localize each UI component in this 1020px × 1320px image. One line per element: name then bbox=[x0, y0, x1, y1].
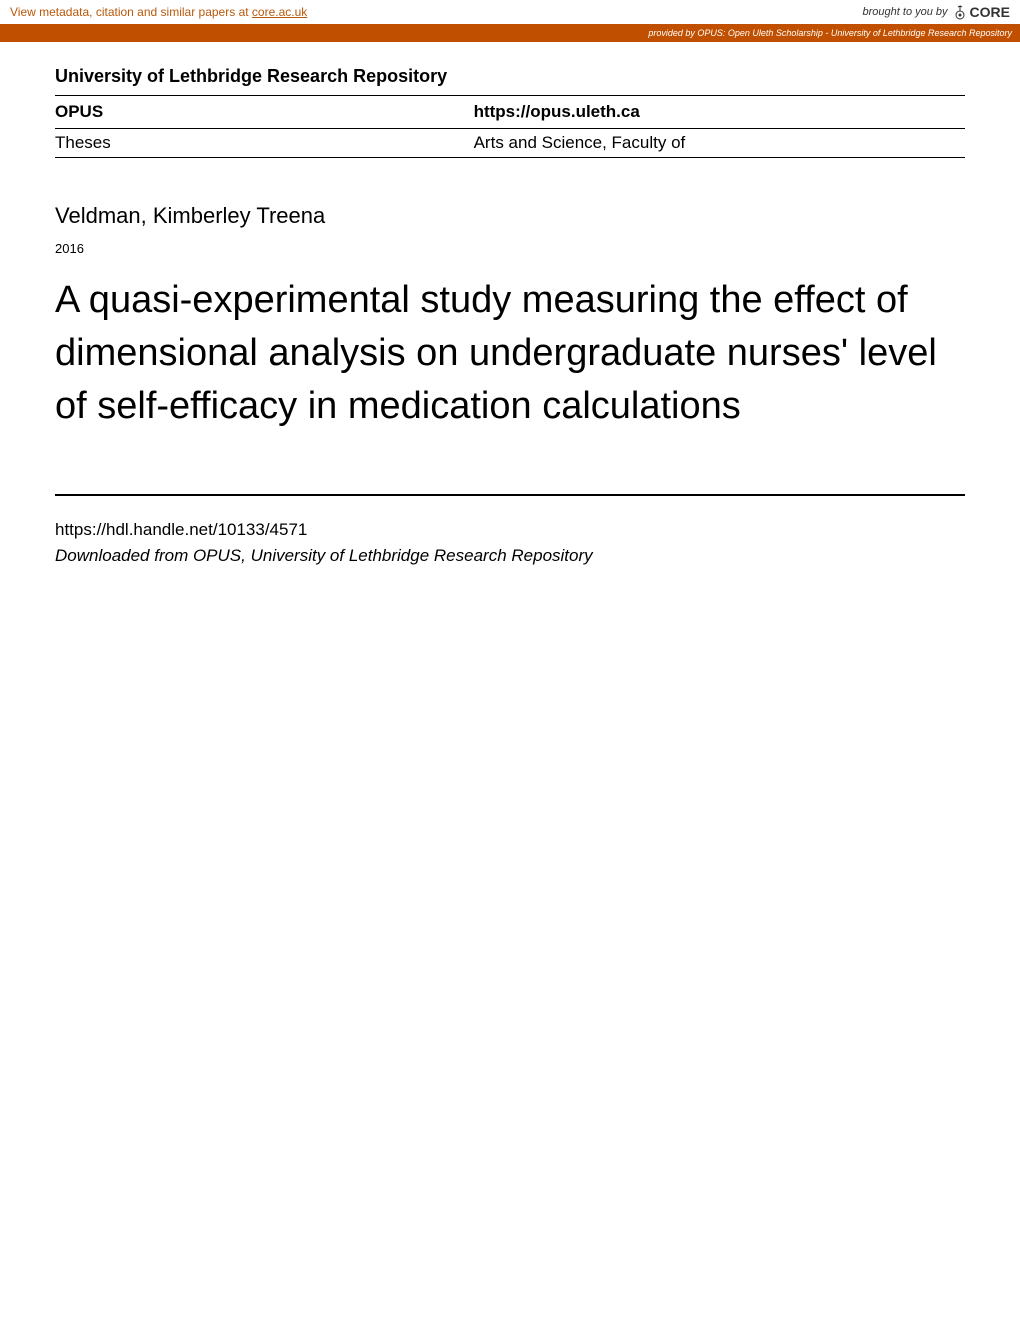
core-logo[interactable]: CORE bbox=[952, 4, 1010, 20]
provider-text: provided by OPUS: Open Uleth Scholarship… bbox=[648, 28, 1012, 38]
section-divider bbox=[55, 494, 965, 496]
publication-year: 2016 bbox=[55, 241, 965, 256]
repository-name: University of Lethbridge Research Reposi… bbox=[55, 66, 965, 87]
document-title: A quasi-experimental study measuring the… bbox=[55, 274, 965, 434]
banner-left: View metadata, citation and similar pape… bbox=[10, 5, 307, 19]
provider-bar: provided by OPUS: Open Uleth Scholarship… bbox=[0, 24, 1020, 42]
collection-label: Theses bbox=[55, 133, 474, 153]
core-link[interactable]: core.ac.uk bbox=[252, 5, 307, 19]
handle-url[interactable]: https://hdl.handle.net/10133/4571 bbox=[55, 520, 965, 540]
core-banner: View metadata, citation and similar pape… bbox=[0, 0, 1020, 24]
opus-row: OPUS https://opus.uleth.ca bbox=[55, 95, 965, 129]
core-icon bbox=[952, 4, 968, 20]
core-label: CORE bbox=[970, 4, 1010, 20]
author-name: Veldman, Kimberley Treena bbox=[55, 203, 965, 229]
banner-right: brought to you by CORE bbox=[863, 4, 1010, 20]
view-metadata-text: View metadata, citation and similar pape… bbox=[10, 5, 252, 19]
collection-row: Theses Arts and Science, Faculty of bbox=[55, 129, 965, 158]
opus-url[interactable]: https://opus.uleth.ca bbox=[474, 102, 965, 122]
faculty-label: Arts and Science, Faculty of bbox=[474, 133, 965, 153]
opus-label: OPUS bbox=[55, 102, 474, 122]
download-note: Downloaded from OPUS, University of Leth… bbox=[55, 546, 965, 566]
document-content: University of Lethbridge Research Reposi… bbox=[0, 42, 1020, 586]
brought-by-text: brought to you by bbox=[863, 6, 948, 18]
